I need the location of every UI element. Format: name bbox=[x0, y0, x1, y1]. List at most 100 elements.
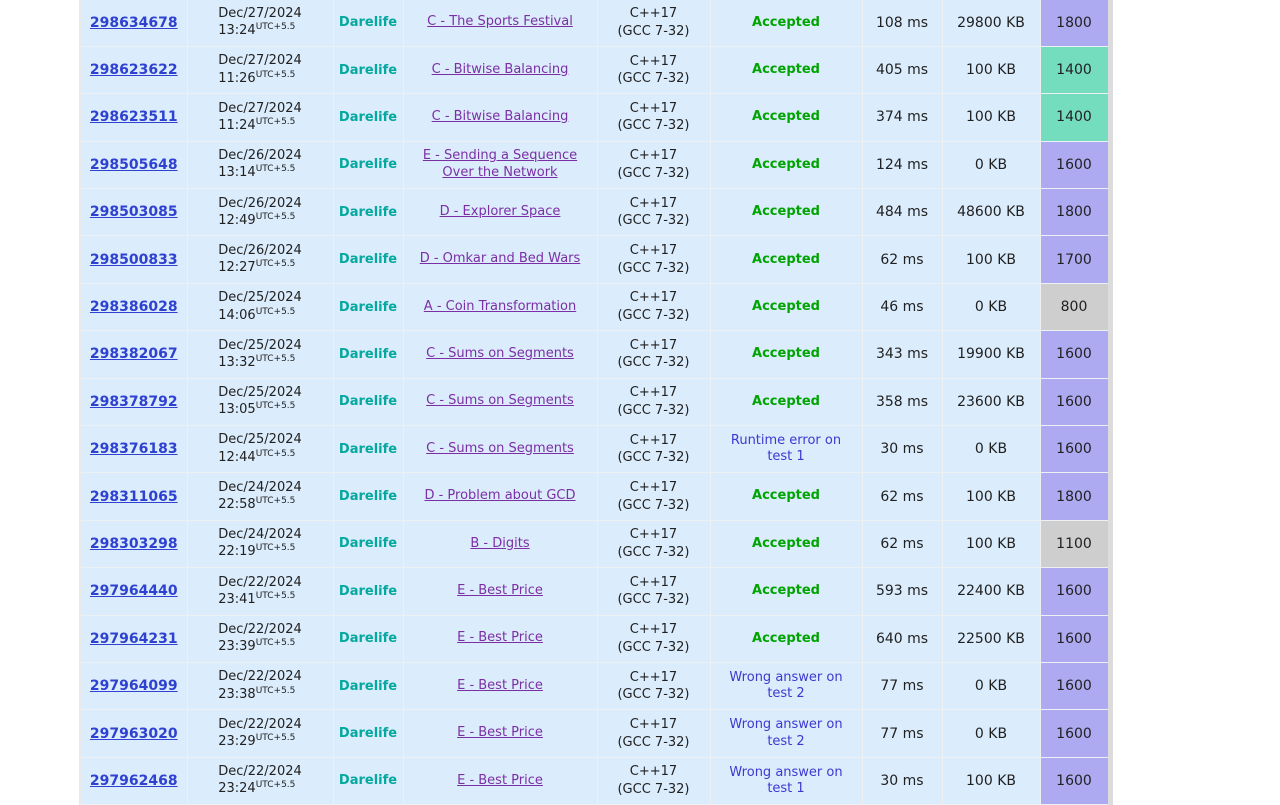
author-link[interactable]: Darelife bbox=[338, 394, 398, 410]
memory-consumed-cell: 22500 KB bbox=[941, 614, 1041, 663]
problem-link[interactable]: D - Omkar and Bed Wars bbox=[419, 251, 581, 267]
author-cell: Darelife bbox=[332, 756, 404, 805]
verdict-label[interactable]: Accepted bbox=[752, 251, 820, 267]
problem-link[interactable]: E - Sending a Sequence Over the Network bbox=[422, 147, 578, 180]
language-label: C++17 (GCC 7-32) bbox=[617, 385, 690, 418]
verdict-label[interactable]: Accepted bbox=[752, 109, 820, 125]
submission-time: 13:14 bbox=[218, 165, 256, 181]
author-link[interactable]: Darelife bbox=[338, 157, 398, 173]
submission-date-cell: Dec/27/2024 11:24UTC+5.5 bbox=[186, 93, 334, 142]
submission-id-link[interactable]: 297964099 bbox=[89, 678, 178, 695]
problem-link[interactable]: E - Best Price bbox=[457, 630, 543, 646]
problem-cell: E - Best Price bbox=[402, 661, 598, 711]
author-link[interactable]: Darelife bbox=[338, 678, 398, 694]
verdict-label[interactable]: Accepted bbox=[752, 583, 820, 599]
submission-id-link[interactable]: 297964231 bbox=[89, 630, 178, 647]
author-link[interactable]: Darelife bbox=[338, 583, 398, 599]
submission-id-cell: 297964231 bbox=[79, 614, 188, 663]
submission-id-link[interactable]: 298634678 bbox=[89, 14, 178, 31]
submission-id-cell: 297964440 bbox=[79, 567, 188, 616]
verdict-cell: Accepted bbox=[709, 140, 863, 190]
verdict-label[interactable]: Accepted bbox=[752, 535, 820, 551]
problem-link[interactable]: E - Best Price bbox=[457, 677, 543, 693]
memory-consumed-cell: 0 KB bbox=[941, 282, 1041, 332]
time-consumed-cell: 343 ms bbox=[861, 330, 943, 379]
problem-link[interactable]: C - Sums on Segments bbox=[426, 345, 574, 361]
problem-link[interactable]: C - The Sports Festival bbox=[427, 14, 573, 30]
memory-consumed-cell: 100 KB bbox=[941, 45, 1041, 95]
submission-id-link[interactable]: 297963020 bbox=[89, 725, 178, 742]
submission-id-link[interactable]: 298623622 bbox=[89, 62, 178, 79]
problem-cell: E - Best Price bbox=[402, 614, 598, 663]
author-link[interactable]: Darelife bbox=[338, 441, 398, 457]
problem-link[interactable]: D - Problem about GCD bbox=[424, 488, 576, 504]
verdict-label[interactable]: Accepted bbox=[752, 156, 820, 172]
submission-id-link[interactable]: 297964440 bbox=[89, 583, 178, 600]
submission-id-link[interactable]: 298500833 bbox=[89, 251, 178, 268]
problem-link[interactable]: C - Sums on Segments bbox=[426, 440, 574, 456]
verdict-label[interactable]: Accepted bbox=[752, 204, 820, 220]
time-consumed-cell: 484 ms bbox=[861, 188, 943, 237]
submission-id-link[interactable]: 298378792 bbox=[89, 393, 178, 410]
memory-consumed-cell: 29800 KB bbox=[941, 0, 1041, 47]
submission-id-link[interactable]: 298503085 bbox=[89, 204, 178, 221]
timezone-suffix: UTC+5.5 bbox=[255, 496, 296, 507]
verdict-label[interactable]: Accepted bbox=[752, 298, 820, 314]
author-link[interactable]: Darelife bbox=[338, 62, 398, 78]
problem-rating-cell: 1600 bbox=[1039, 756, 1113, 805]
verdict-label[interactable]: Accepted bbox=[752, 346, 820, 362]
problem-link[interactable]: E - Best Price bbox=[457, 582, 543, 598]
author-link[interactable]: Darelife bbox=[338, 15, 398, 31]
author-link[interactable]: Darelife bbox=[338, 204, 398, 220]
memory-consumed-cell: 0 KB bbox=[941, 661, 1041, 711]
verdict-label[interactable]: Wrong answer on test 1 bbox=[729, 764, 843, 796]
submission-id-link[interactable]: 298303298 bbox=[89, 535, 178, 552]
verdict-label[interactable]: Accepted bbox=[752, 14, 820, 30]
submission-datetime: Dec/26/2024 13:14UTC+5.5 bbox=[218, 148, 302, 182]
author-link[interactable]: Darelife bbox=[338, 252, 398, 268]
verdict-label[interactable]: Accepted bbox=[752, 488, 820, 504]
verdict-label[interactable]: Accepted bbox=[752, 393, 820, 409]
verdict-label[interactable]: Accepted bbox=[752, 61, 820, 77]
language-label: C++17 (GCC 7-32) bbox=[617, 337, 690, 371]
language-label: C++17 (GCC 7-32) bbox=[617, 574, 690, 608]
submission-id-link[interactable]: 298386028 bbox=[89, 299, 178, 316]
submission-datetime: Dec/22/2024 23:29UTC+5.5 bbox=[218, 717, 302, 751]
submission-time: 12:27 bbox=[218, 260, 256, 276]
problem-link[interactable]: C - Bitwise Balancing bbox=[431, 61, 569, 77]
verdict-label[interactable]: Accepted bbox=[752, 630, 820, 646]
problem-link[interactable]: D - Explorer Space bbox=[439, 203, 561, 219]
author-link[interactable]: Darelife bbox=[338, 726, 398, 742]
timezone-suffix: UTC+5.5 bbox=[255, 638, 296, 649]
author-link[interactable]: Darelife bbox=[338, 489, 398, 505]
submission-id-link[interactable]: 298376183 bbox=[89, 441, 178, 458]
verdict-label[interactable]: Wrong answer on test 2 bbox=[729, 717, 843, 749]
author-link[interactable]: Darelife bbox=[338, 631, 398, 647]
submission-id-link[interactable]: 298623511 bbox=[89, 109, 178, 126]
timezone-suffix: UTC+5.5 bbox=[255, 211, 296, 222]
problem-cell: C - Sums on Segments bbox=[402, 425, 598, 474]
problem-link[interactable]: A - Coin Transformation bbox=[423, 298, 577, 314]
verdict-label[interactable]: Runtime error on test 1 bbox=[730, 432, 842, 465]
submission-id-link[interactable]: 298311065 bbox=[89, 488, 178, 505]
author-link[interactable]: Darelife bbox=[338, 536, 398, 552]
problem-link[interactable]: C - Sums on Segments bbox=[426, 393, 574, 409]
author-link[interactable]: Darelife bbox=[338, 299, 398, 315]
problem-link[interactable]: E - Best Price bbox=[457, 725, 543, 741]
author-link[interactable]: Darelife bbox=[338, 109, 398, 125]
submission-date: Dec/24/2024 bbox=[218, 527, 302, 543]
problem-link[interactable]: B - Digits bbox=[470, 535, 530, 551]
submission-id-link[interactable]: 297962468 bbox=[89, 772, 178, 789]
problem-cell: C - Bitwise Balancing bbox=[402, 45, 598, 95]
problem-link[interactable]: C - Bitwise Balancing bbox=[431, 109, 569, 125]
submission-date-cell: Dec/26/2024 12:27UTC+5.5 bbox=[186, 235, 334, 284]
author-link[interactable]: Darelife bbox=[338, 346, 398, 362]
timezone-suffix: UTC+5.5 bbox=[255, 69, 296, 80]
submission-id-link[interactable]: 298382067 bbox=[89, 346, 178, 363]
problem-link[interactable]: E - Best Price bbox=[457, 772, 543, 788]
submission-row: 298505648 Dec/26/2024 13:14UTC+5.5 Darel… bbox=[79, 140, 1113, 190]
submission-row: 298382067 Dec/25/2024 13:32UTC+5.5 Darel… bbox=[79, 330, 1113, 379]
verdict-label[interactable]: Wrong answer on test 2 bbox=[729, 669, 843, 702]
author-link[interactable]: Darelife bbox=[338, 773, 398, 789]
submission-id-link[interactable]: 298505648 bbox=[89, 156, 178, 173]
